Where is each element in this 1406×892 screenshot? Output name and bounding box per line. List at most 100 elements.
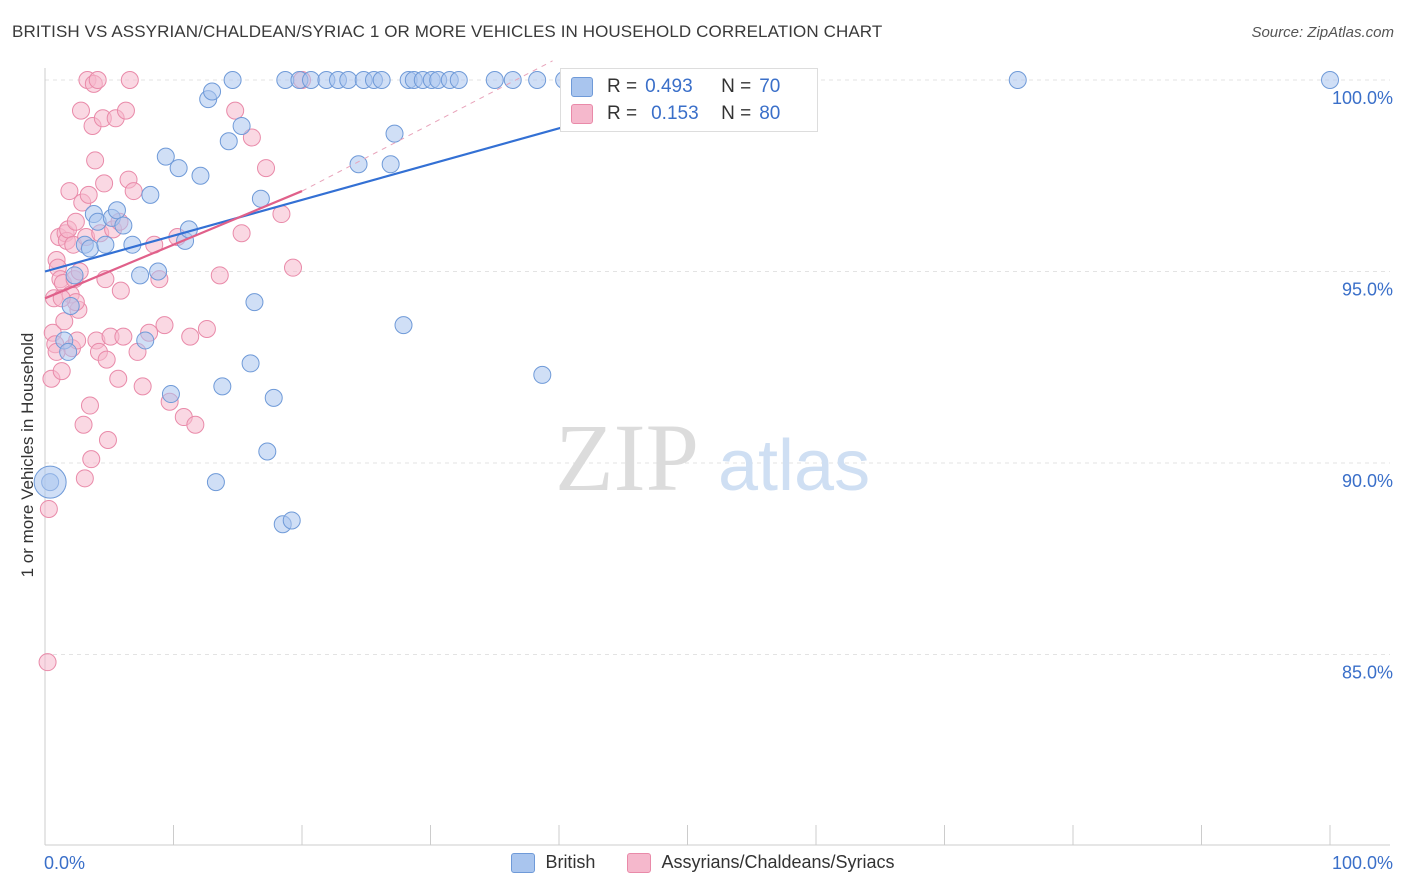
- assyrian-point: [124, 182, 143, 201]
- british-point: [301, 71, 320, 89]
- british-r-label: R =: [607, 76, 638, 97]
- assyrian-point: [80, 396, 99, 415]
- british-point: [528, 71, 547, 89]
- assyrian-point: [155, 316, 174, 335]
- assyrian-point: [98, 431, 117, 450]
- assyrian-point: [186, 415, 205, 434]
- stats-row-british: R = 0.493 N = 70: [571, 74, 780, 100]
- assyrian-point: [38, 653, 57, 672]
- british-point: [282, 511, 301, 530]
- assyrian-trend-extension: [301, 60, 553, 192]
- assyrian-point: [197, 319, 216, 338]
- british-point: [245, 293, 264, 312]
- british-point: [141, 185, 160, 204]
- axes: [44, 68, 1390, 846]
- british-point: [213, 377, 232, 396]
- assyrian-point: [66, 212, 85, 231]
- british-point: [485, 71, 504, 89]
- assyrian-point: [75, 469, 94, 488]
- assyrian-r-value: 0.153: [651, 103, 699, 124]
- assyrian-point: [95, 174, 114, 193]
- british-n-value: 70: [759, 76, 781, 97]
- assyrian-point: [74, 415, 93, 434]
- assyrian-point: [52, 362, 71, 381]
- legend: British Assyrians/Chaldeans/Syriacs: [0, 852, 1406, 873]
- british-r-value: 0.493: [645, 76, 693, 97]
- assyrian-point: [109, 369, 128, 388]
- legend-british-swatch: [511, 852, 536, 873]
- y-tick-label: 100.0%: [1332, 88, 1393, 108]
- british-point: [203, 82, 222, 101]
- assyrian-point: [97, 350, 116, 369]
- british-point: [107, 201, 126, 220]
- assyrian-point: [242, 128, 261, 147]
- assyrian-point: [55, 312, 74, 331]
- british-point: [219, 132, 238, 151]
- british-point: [206, 473, 225, 492]
- legend-item-british[interactable]: British: [511, 852, 595, 873]
- british-point: [136, 331, 155, 350]
- british-point: [59, 342, 78, 361]
- y-tick-label: 85.0%: [1342, 663, 1393, 683]
- british-point: [114, 216, 133, 235]
- british-point: [80, 239, 99, 258]
- british-point: [339, 71, 358, 89]
- assyrian-point: [133, 377, 152, 396]
- british-point: [61, 296, 80, 315]
- british-point: [394, 316, 413, 335]
- assyrian-r-label: R =: [607, 103, 638, 124]
- x-tick-label: 100.0%: [1332, 853, 1393, 873]
- british-point: [149, 262, 168, 281]
- y-tick-label: 90.0%: [1342, 471, 1393, 491]
- assyrian-point: [226, 101, 245, 120]
- british-point: [533, 365, 552, 384]
- assyrian-n-label: N =: [721, 103, 752, 124]
- british-swatch: [571, 77, 593, 97]
- british-point-large: [33, 465, 67, 499]
- british-point: [1321, 71, 1339, 89]
- legend-british-label: British: [545, 852, 596, 872]
- british-point: [96, 235, 115, 254]
- assyrian-point: [111, 281, 130, 300]
- source-label: Source: ZipAtlas.com: [1251, 24, 1394, 41]
- x-tick-label: 0.0%: [44, 853, 85, 873]
- british-point: [65, 266, 84, 285]
- british-point: [449, 71, 468, 89]
- assyrian-point: [39, 499, 58, 518]
- chart-title: BRITISH VS ASSYRIAN/CHALDEAN/SYRIAC 1 OR…: [12, 22, 883, 41]
- british-point: [161, 385, 180, 404]
- british-point: [131, 266, 150, 285]
- british-point: [503, 71, 522, 89]
- british-point: [381, 155, 400, 174]
- assyrian-n-value: 80: [759, 103, 781, 124]
- british-point: [1008, 71, 1027, 89]
- british-point: [169, 159, 188, 178]
- watermark-atlas: atlas: [718, 426, 870, 506]
- y-tick-label: 95.0%: [1342, 280, 1393, 300]
- british-point: [232, 116, 251, 135]
- british-n-label: N =: [721, 76, 752, 97]
- assyrian-swatch: [571, 104, 593, 124]
- assyrian-point: [257, 159, 276, 178]
- legend-assyrian-label: Assyrians/Chaldeans/Syriacs: [661, 852, 895, 872]
- y-axis-label: 1 or more Vehicles in Household: [18, 332, 37, 578]
- legend-item-assyrian[interactable]: Assyrians/Chaldeans/Syriacs: [627, 852, 895, 873]
- assyrian-point: [210, 266, 229, 285]
- assyrian-point: [120, 71, 139, 89]
- assyrian-point: [88, 71, 107, 89]
- assyrian-point: [232, 224, 251, 243]
- assyrian-point: [60, 182, 79, 201]
- assyrian-point: [71, 101, 90, 120]
- british-point: [156, 147, 175, 166]
- british-point: [349, 155, 368, 174]
- british-point: [385, 124, 404, 143]
- assyrian-point: [181, 327, 200, 346]
- stats-box: R = 0.493 N = 70 R = 0.153 N = 80: [560, 68, 818, 132]
- assyrian-point: [116, 101, 135, 120]
- watermark-zip: ZIP: [555, 404, 699, 511]
- assyrian-point: [284, 258, 303, 277]
- british-point: [264, 388, 283, 407]
- assyrian-point: [86, 151, 105, 170]
- stats-row-assyrian: R = 0.153 N = 80: [571, 101, 780, 127]
- british-point: [241, 354, 260, 373]
